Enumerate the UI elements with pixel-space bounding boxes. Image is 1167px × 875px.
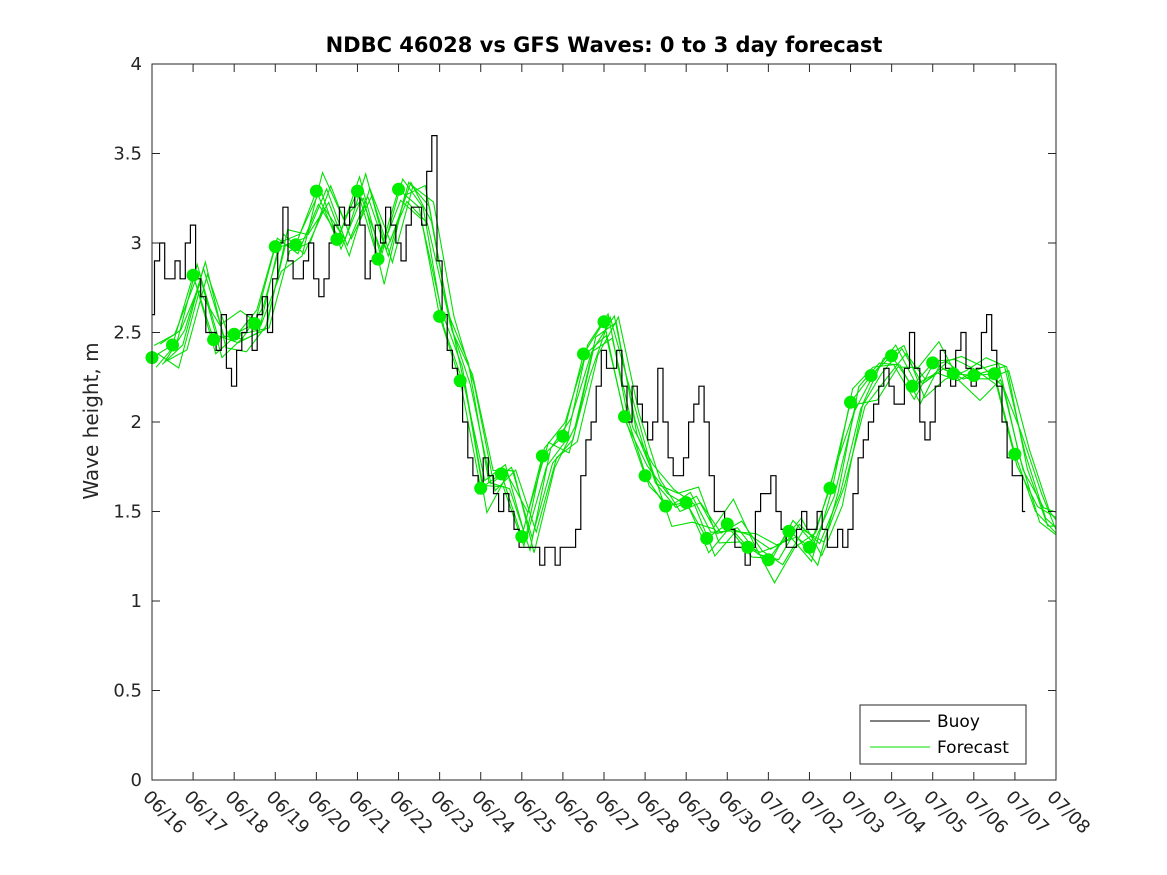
x-tick-label: 06/19 (262, 787, 314, 839)
y-axis-label: Wave height, m (79, 342, 103, 499)
forecast-marker (967, 369, 981, 382)
x-tick-label: 06/18 (221, 787, 273, 839)
x-tick-label: 06/30 (714, 787, 766, 839)
y-tick-label: 1.5 (113, 502, 142, 523)
forecast-marker (474, 481, 488, 495)
forecast-marker (535, 449, 549, 463)
forecast-marker (618, 410, 631, 424)
forecast-marker (577, 347, 590, 361)
forecast-marker (844, 395, 857, 409)
forecast-marker (659, 499, 673, 513)
forecast-marker (741, 540, 755, 554)
forecast-marker (905, 379, 919, 393)
y-tick-label: 4 (131, 54, 142, 75)
forecast-marker (330, 232, 344, 246)
forecast-marker (227, 327, 241, 341)
forecast-marker (207, 333, 221, 347)
x-tick-label: 07/06 (960, 787, 1012, 839)
y-tick-label: 2 (131, 412, 142, 433)
forecast-marker (351, 184, 364, 198)
forecast-marker (166, 338, 179, 352)
forecast-marker (392, 182, 405, 196)
x-tick-label: 06/28 (632, 787, 684, 839)
x-tick-label: 06/20 (303, 787, 355, 839)
y-tick-label: 2.5 (113, 323, 142, 344)
forecast-marker (803, 540, 816, 554)
legend-buoy-label: Buoy (937, 712, 980, 732)
forecast-line-4 (159, 171, 1056, 567)
x-tick-label: 07/04 (878, 787, 930, 839)
x-tick-label: 07/08 (1042, 787, 1094, 839)
forecast-marker (556, 429, 570, 443)
x-tick-label: 07/07 (1001, 787, 1053, 839)
forecast-marker (289, 238, 303, 252)
forecast-line-6 (163, 181, 1056, 557)
forecast-marker (987, 367, 1001, 381)
x-tick-label: 06/25 (508, 787, 560, 839)
forecast-marker (946, 367, 960, 381)
forecast-line-5 (161, 181, 1056, 561)
x-tick-label: 07/03 (837, 787, 889, 839)
x-tick-label: 06/29 (673, 787, 725, 839)
y-tick-label: 0.5 (113, 681, 142, 702)
forecast-marker (864, 369, 878, 382)
y-tick-label: 0 (131, 770, 142, 791)
forecast-marker (700, 531, 714, 545)
y-tick-label: 3.5 (113, 144, 142, 165)
forecast-marker (926, 356, 940, 370)
legend-forecast-label: Forecast (937, 738, 1009, 758)
forecast-marker (268, 240, 282, 254)
forecast-marker (1008, 447, 1022, 461)
forecast-marker (515, 530, 529, 544)
chart-title: NDBC 46028 vs GFS Waves: 0 to 3 day fore… (326, 33, 883, 57)
x-tick-label: 06/21 (344, 787, 396, 839)
forecast-marker (371, 252, 385, 266)
buoy-line (152, 135, 1026, 566)
x-tick-label: 06/26 (549, 787, 601, 839)
forecast-line-2 (155, 177, 1056, 559)
x-tick-label: 06/27 (590, 787, 642, 839)
x-tick-label: 06/23 (426, 787, 478, 839)
forecast-marker (761, 553, 775, 567)
x-tick-label: 06/17 (180, 787, 232, 839)
forecast-marker (823, 481, 837, 495)
forecast-marker (679, 496, 693, 510)
series-layer (152, 135, 1056, 584)
y-axis: 0 0.5 1 1.5 2 2.5 3 3.5 4 (113, 54, 1056, 791)
y-tick-label: 3 (131, 233, 142, 254)
legend: Buoy Forecast (859, 704, 1027, 765)
forecast-marker (720, 517, 734, 531)
x-tick-label: 07/01 (755, 787, 807, 839)
legend-box (859, 704, 1027, 765)
forecast-line-1 (153, 175, 1056, 563)
forecast-marker (782, 524, 796, 538)
x-tick-label: 06/22 (385, 787, 437, 839)
marker-layer (145, 182, 1022, 567)
forecast-marker (597, 315, 611, 329)
y-tick-label: 1 (131, 591, 142, 612)
forecast-marker (638, 469, 652, 483)
forecast-marker (494, 467, 508, 481)
forecast-marker (453, 374, 467, 388)
x-tick-label: 06/16 (138, 787, 190, 839)
x-tick-label: 07/05 (919, 787, 971, 839)
forecast-marker (309, 184, 323, 198)
forecast-marker (186, 268, 200, 282)
x-tick-label: 07/02 (796, 787, 848, 839)
x-tick-label: 06/24 (467, 787, 519, 839)
forecast-marker (248, 317, 262, 331)
forecast-line-3 (157, 170, 1056, 584)
forecast-marker (433, 309, 447, 323)
forecast-marker (885, 349, 899, 363)
